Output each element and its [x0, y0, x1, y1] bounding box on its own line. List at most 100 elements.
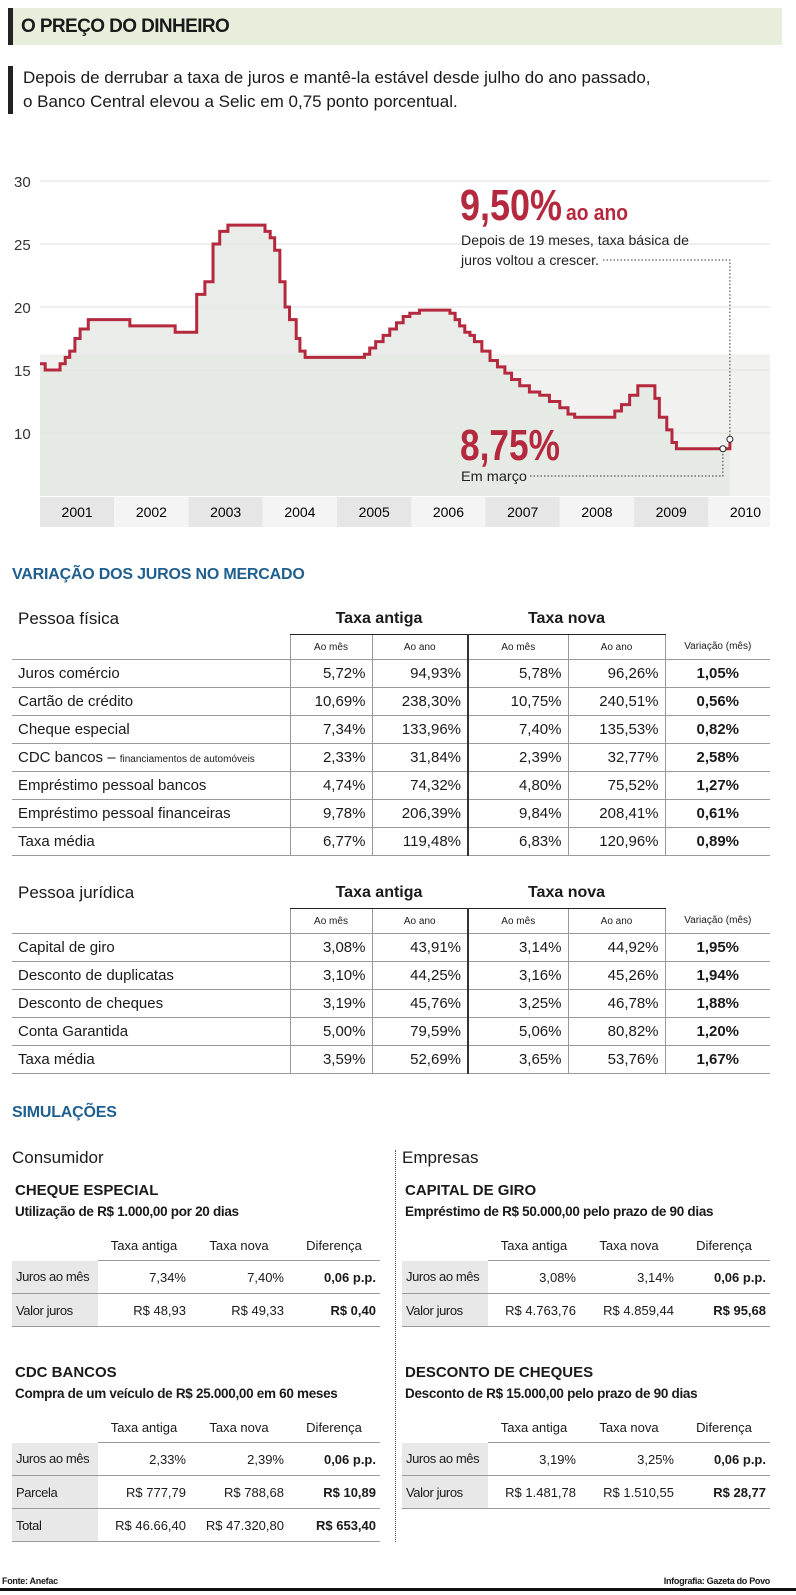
row-label-text: Capital de giro [18, 939, 115, 956]
sub-header: Ao ano [567, 634, 666, 660]
rate-cell: 135,53% [567, 715, 666, 744]
rate-cell: 208,41% [567, 799, 666, 828]
data-row: Valor juros R$ 48,93 R$ 49,33 R$ 0,40 [12, 1293, 380, 1327]
rate-cell: 44,92% [567, 933, 666, 962]
data-row: Capital de giro 3,08% 43,91% 3,14% 44,92% 1,9… [12, 933, 771, 962]
header-row: Taxa antiga Taxa nova Diferença [12, 1230, 380, 1261]
x-tick-label: 2007 [507, 504, 538, 520]
variation-cell: 0,61% [664, 799, 771, 828]
simulation-block: CHEQUE ESPECIAL Utilização de R$ 1.000,00… [12, 1180, 383, 1327]
sub-header: Ao ano [567, 908, 666, 934]
column-heading: Consumidor [12, 1148, 104, 1167]
simulations-section: SIMULAÇÕES Consumidor CHEQUE ESPECIAL Util… [12, 1104, 772, 1544]
rate-cell: 7,40% [467, 715, 568, 744]
sub-header: Ao mês [289, 908, 372, 934]
subheader-row: Ao mês Ao ano Ao mês Ao ano Variação (mês) [12, 634, 771, 660]
simulation-block: DESCONTO DE CHEQUES Desconto de R$ 15.000… [402, 1362, 773, 1509]
rate-cell: 32,77% [567, 743, 666, 772]
rate-cell: 3,59% [289, 1045, 372, 1074]
rate-cell: 44,25% [371, 961, 468, 990]
line-area [40, 225, 730, 496]
subtitle-line: o Banco Central elevou a Selic em 0,75 p… [23, 92, 458, 111]
x-tick-label: 2008 [581, 504, 612, 520]
rate-cell: 5,78% [467, 659, 568, 688]
year-band [114, 497, 189, 527]
rate-cell: 5,06% [467, 1017, 568, 1046]
row-label-text: Taxa média [18, 1051, 95, 1068]
section-title: SIMULAÇÕES [12, 1104, 117, 1121]
row-label-text: Empréstimo pessoal bancos [18, 777, 207, 794]
variation-cell: 1,88% [664, 989, 771, 1018]
data-row: Valor juros R$ 1.481,78 R$ 1.510,55 R$ 28,7… [402, 1475, 770, 1509]
block-subtitle: Compra de um veículo de R$ 25.000,00 em … [15, 1386, 338, 1401]
y-tick-label: 20 [14, 300, 31, 317]
block-title: CAPITAL DE GIRO [405, 1182, 537, 1199]
value-cell: R$ 10,89 [288, 1475, 380, 1509]
market-section: VARIAÇÃO DOS JUROS NO MERCADO Pessoa fís… [12, 566, 772, 1074]
variation-cell: 0,56% [664, 687, 771, 716]
block-title: DESCONTO DE CHEQUES [405, 1364, 594, 1381]
spacer [12, 1230, 98, 1261]
simulation-table: Taxa antiga Taxa nova Diferença Juros ao mê… [12, 1412, 380, 1542]
group-header: Taxa nova [468, 878, 666, 909]
table-label: Pessoa jurídica [18, 883, 135, 903]
row-note: financiamentos de automóveis [119, 754, 255, 765]
simulation-block: CDC BANCOS Compra de um veículo de R$ 25.… [12, 1362, 383, 1542]
point-marker [719, 445, 727, 453]
x-tick-label: 2006 [433, 504, 464, 520]
col-header: Diferença [288, 1412, 380, 1443]
value-cell: R$ 0,40 [288, 1293, 380, 1327]
y-tick-label: 15 [14, 363, 31, 380]
rate-cell: 43,91% [371, 933, 468, 962]
x-tick-label: 2002 [136, 504, 167, 520]
rate-cell: 3,08% [289, 933, 372, 962]
col-header: Taxa antiga [488, 1230, 580, 1261]
row-label: Juros ao mês [12, 1442, 98, 1476]
row-label: Empréstimo pessoal bancos [12, 771, 290, 800]
rate-cell: 2,33% [289, 743, 372, 772]
rate-cell: 240,51% [567, 687, 666, 716]
subheader-row: Ao mês Ao ano Ao mês Ao ano Variação (mês) [12, 908, 771, 934]
row-label: Valor juros [402, 1293, 488, 1327]
year-band [188, 497, 263, 527]
value-cell: 3,14% [580, 1260, 678, 1294]
row-label-text: CDC bancos – [18, 749, 116, 766]
rate-cell: 10,75% [467, 687, 568, 716]
block-title: CDC BANCOS [15, 1364, 117, 1381]
rate-cell: 94,93% [371, 659, 468, 688]
rate-cell: 53,76% [567, 1045, 666, 1074]
rate-cell: 31,84% [371, 743, 468, 772]
rate-cell: 45,26% [567, 961, 666, 990]
value-cell: R$ 653,40 [288, 1508, 380, 1542]
rate-cell: 3,14% [467, 933, 568, 962]
col-header: Taxa antiga [98, 1230, 190, 1261]
rate-cell: 4,74% [289, 771, 372, 800]
rate-cell: 6,77% [289, 827, 372, 856]
variation-cell: 1,05% [664, 659, 771, 688]
data-row: Cartão de crédito 10,69% 238,30% 10,75% 240,… [12, 687, 771, 716]
chart: 2001 2002 2003 2004 2005 2006 2007 2008 2009 2010… [14, 174, 770, 527]
col-header: Taxa nova [190, 1412, 288, 1443]
annotation-unit: ao ano [566, 200, 628, 225]
row-label: Total [12, 1508, 98, 1542]
row-label: Desconto de duplicatas [12, 961, 290, 990]
subtitle: Depois de derrubar a taxa de juros e man… [8, 66, 651, 114]
col-header: Diferença [678, 1230, 770, 1261]
variation-cell: 1,27% [664, 771, 771, 800]
page-title: O PREÇO DO DINHEIRO [21, 16, 230, 37]
variation-cell: 1,20% [664, 1017, 771, 1046]
col-header: Taxa nova [580, 1230, 678, 1261]
header-row: Taxa antiga Taxa nova Diferença [402, 1412, 770, 1443]
variation-cell: 2,58% [664, 743, 771, 772]
x-tick-label: 2005 [359, 504, 390, 520]
sub-header: Ao ano [371, 908, 468, 934]
row-label: Taxa média [12, 827, 290, 856]
value-cell: 2,33% [98, 1442, 190, 1476]
year-band [411, 497, 486, 527]
subtitle-line: Depois de derrubar a taxa de juros e man… [23, 68, 651, 87]
row-label-text: Juros comércio [18, 665, 120, 682]
value-cell: 7,34% [98, 1260, 190, 1294]
x-tick-label: 2004 [284, 504, 315, 520]
block-title: CHEQUE ESPECIAL [15, 1182, 159, 1199]
